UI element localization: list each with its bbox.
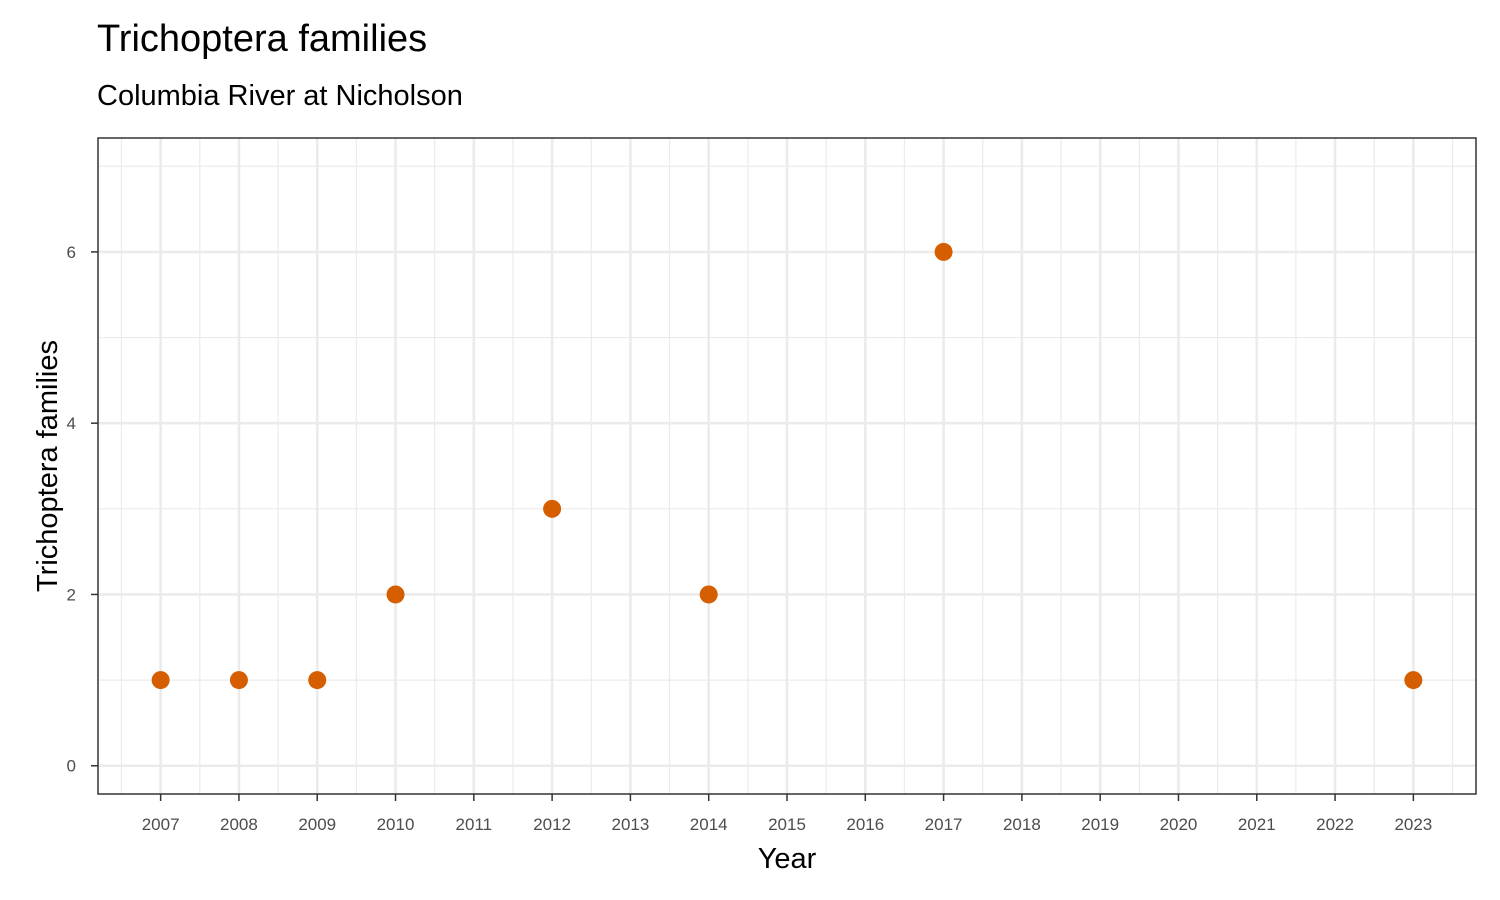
x-tick-label: 2008 bbox=[220, 815, 258, 834]
data-point bbox=[308, 671, 327, 690]
x-tick-label: 2020 bbox=[1160, 815, 1198, 834]
x-tick-label: 2017 bbox=[925, 815, 963, 834]
data-points bbox=[151, 242, 1423, 690]
x-tick-label: 2019 bbox=[1081, 815, 1119, 834]
x-tick-label: 2013 bbox=[611, 815, 649, 834]
x-tick-label: 2016 bbox=[846, 815, 884, 834]
y-tick-label: 4 bbox=[67, 414, 76, 433]
x-axis-title: Year bbox=[758, 843, 817, 875]
x-tick-label: 2007 bbox=[142, 815, 180, 834]
x-tick-labels: 2007 2008 2009 2010 2011 2012 2013 2014 2015 2016… bbox=[142, 815, 1433, 834]
y-axis-title: Trichoptera families bbox=[32, 340, 64, 592]
x-tick-label: 2015 bbox=[768, 815, 806, 834]
x-tick-label: 2010 bbox=[377, 815, 415, 834]
x-tick-label: 2018 bbox=[1003, 815, 1041, 834]
x-tick-label: 2009 bbox=[298, 815, 336, 834]
data-point bbox=[934, 242, 953, 261]
x-tick-label: 2011 bbox=[456, 815, 493, 834]
data-point bbox=[386, 585, 405, 604]
data-point bbox=[229, 671, 248, 690]
data-point bbox=[699, 585, 718, 604]
chart-title: Trichoptera families bbox=[97, 18, 428, 60]
y-tick-labels: 0 2 4 6 bbox=[67, 243, 76, 776]
x-tick-label: 2012 bbox=[533, 815, 571, 834]
x-tick-label: 2022 bbox=[1316, 815, 1354, 834]
data-point bbox=[151, 671, 170, 690]
x-tick-label: 2021 bbox=[1238, 815, 1276, 834]
axis-ticks bbox=[91, 251, 1415, 801]
chart-subtitle: Columbia River at Nicholson bbox=[97, 80, 463, 112]
data-point bbox=[1404, 671, 1423, 690]
y-tick-label: 6 bbox=[67, 243, 76, 262]
x-tick-label: 2014 bbox=[690, 815, 728, 834]
y-tick-label: 2 bbox=[67, 585, 76, 604]
data-point bbox=[543, 499, 562, 518]
x-tick-label: 2023 bbox=[1394, 815, 1432, 834]
y-tick-label: 0 bbox=[67, 757, 76, 776]
major-gridlines bbox=[98, 138, 1476, 794]
